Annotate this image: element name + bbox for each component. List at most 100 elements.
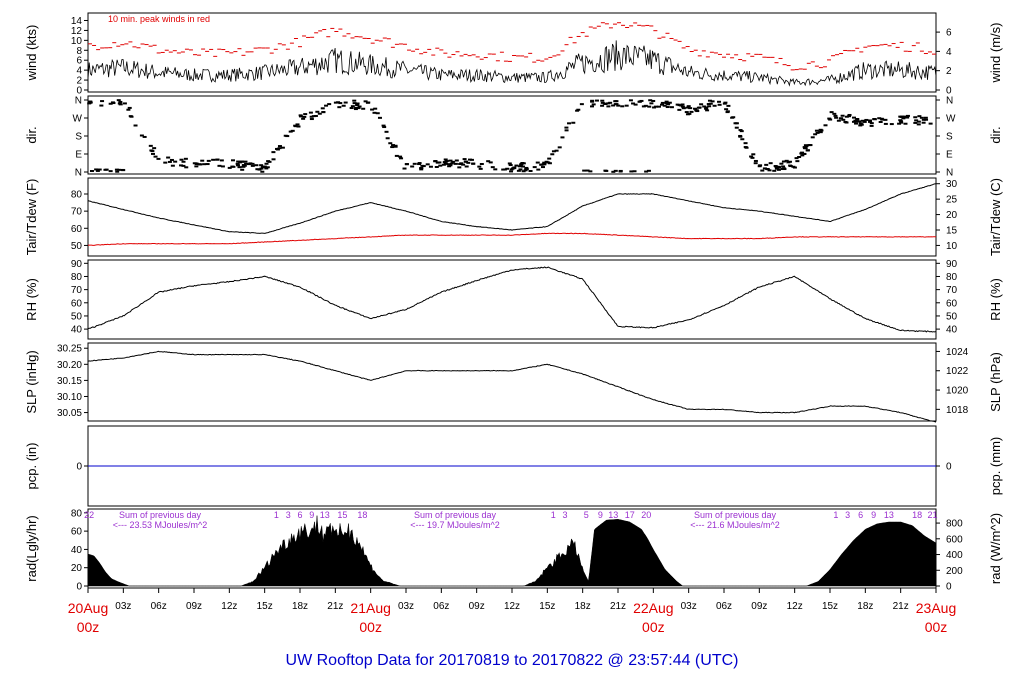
ylabel-right: SLP (hPa)	[988, 352, 1003, 412]
rad-hour-label: 3	[845, 510, 850, 520]
ytick-label-left: 30.05	[57, 408, 82, 419]
ytick-label-left: 40	[71, 545, 83, 556]
rad-hour-label: 21	[927, 510, 937, 520]
xtick-label: 21z	[327, 601, 343, 612]
day-hour-label: 00z	[925, 619, 948, 635]
ytick-label-right: 200	[946, 566, 963, 577]
xtick-label: 21z	[893, 601, 909, 612]
ytick-label-left: 80	[71, 272, 83, 283]
ytick-label-left: 70	[71, 285, 83, 296]
wind-speed-line	[87, 40, 937, 87]
day-label: 21Aug	[350, 600, 390, 616]
ylabel-left: dir.	[24, 126, 39, 143]
rad-hour-label: 3	[286, 510, 291, 520]
ytick-label-left: 30.25	[57, 344, 82, 355]
ytick-label-left: 10	[71, 36, 83, 47]
ytick-label-right: W	[946, 114, 956, 125]
ytick-label-right: 400	[946, 550, 963, 561]
time-axis	[87, 588, 937, 593]
ytick-label-right: N	[946, 96, 953, 107]
xtick-label: 06z	[151, 601, 167, 612]
xtick-label: 03z	[398, 601, 414, 612]
rad-hour-label: 18	[357, 510, 367, 520]
ylabel-left: RH (%)	[24, 278, 39, 321]
ylabel-left: SLP (inHg)	[24, 350, 39, 413]
day-label: 23Aug	[916, 600, 956, 616]
rad-hour-label: 5	[584, 510, 589, 520]
panel-wind	[84, 12, 940, 93]
ytick-label-right: 20	[946, 210, 958, 221]
ytick-label-right: 0	[946, 582, 952, 593]
rad-hour-label: 3	[562, 510, 567, 520]
day-label: 22Aug	[633, 600, 673, 616]
panel-frame-temp	[87, 177, 937, 257]
xtick-label: 03z	[115, 601, 131, 612]
xtick-label: 18z	[857, 601, 873, 612]
day-hour-label: 00z	[77, 619, 100, 635]
ytick-label-left: 0	[76, 86, 82, 97]
panel-frame-wind	[87, 12, 937, 93]
ytick-label-left: 60	[71, 224, 83, 235]
ytick-label-left: 90	[71, 259, 83, 270]
rad-hour-label: 22	[84, 510, 94, 520]
day-label: 20Aug	[68, 600, 108, 616]
ylabel-left: pcp. (in)	[24, 443, 39, 490]
rad-hour-label: 17	[625, 510, 635, 520]
ytick-label-right: 90	[946, 259, 958, 270]
xtick-label: 06z	[433, 601, 449, 612]
xtick-label: 15z	[257, 601, 273, 612]
rad-hour-label: 13	[608, 510, 618, 520]
ytick-label-right: 0	[946, 462, 952, 473]
ytick-label-right: 30	[946, 179, 958, 190]
ytick-label-right: 1020	[946, 386, 969, 397]
ylabel-left: rad(Lgly/hr)	[24, 515, 39, 581]
ylabel-left: wind (kts)	[24, 25, 39, 82]
ytick-label-right: 0	[946, 86, 952, 97]
ytick-label-left: 6	[76, 56, 82, 67]
panel-rh	[84, 259, 940, 340]
panel-frame-rh	[87, 259, 937, 340]
rad-hour-label: 6	[297, 510, 302, 520]
day-hour-label: 00z	[642, 619, 665, 635]
ytick-label-left: 20	[71, 563, 83, 574]
xtick-label: 12z	[221, 601, 237, 612]
ytick-label-left: 8	[76, 46, 82, 57]
rad-hour-label: 20	[641, 510, 651, 520]
ylabel-right: wind (m/s)	[988, 23, 1003, 84]
xtick-label: 06z	[716, 601, 732, 612]
panel-dir	[84, 95, 940, 175]
ytick-label-right: 4	[946, 47, 952, 58]
panel-temp	[84, 177, 940, 257]
day-hour-label: 00z	[359, 619, 382, 635]
ytick-label-left: S	[75, 132, 82, 143]
ytick-label-left: N	[75, 96, 82, 107]
day-sum-label: Sum of previous day	[119, 510, 202, 520]
xtick-label: 15z	[539, 601, 555, 612]
ylabel-right: dir.	[988, 126, 1003, 143]
ytick-label-left: W	[73, 114, 83, 125]
ytick-label-right: 6	[946, 28, 952, 39]
day-sum-value: <--- 21.6 MJoules/m^2	[690, 520, 780, 530]
ytick-label-left: 14	[71, 16, 83, 27]
rad-hour-label: 6	[858, 510, 863, 520]
slp-line-series	[87, 350, 937, 423]
ytick-label-left: 12	[71, 26, 83, 37]
ytick-label-left: 50	[71, 311, 83, 322]
panel-frame-dir	[87, 95, 937, 175]
xtick-label: 09z	[751, 601, 767, 612]
xtick-label: 18z	[292, 601, 308, 612]
rad-hour-label: 13	[884, 510, 894, 520]
xtick-label: 09z	[186, 601, 202, 612]
ytick-label-right: 80	[946, 272, 958, 283]
ytick-label-left: 80	[71, 508, 83, 519]
rh-line-series	[87, 266, 937, 333]
ytick-label-left: 30.15	[57, 376, 82, 387]
ytick-label-left: 30.20	[57, 360, 82, 371]
rad-hour-label: 9	[598, 510, 603, 520]
ytick-label-right: 800	[946, 519, 963, 530]
ytick-label-left: N	[75, 168, 82, 179]
ytick-label-left: 0	[76, 582, 82, 593]
xtick-label: 09z	[469, 601, 485, 612]
rad-hour-label: 13	[320, 510, 330, 520]
rad-hour-label: 1	[833, 510, 838, 520]
